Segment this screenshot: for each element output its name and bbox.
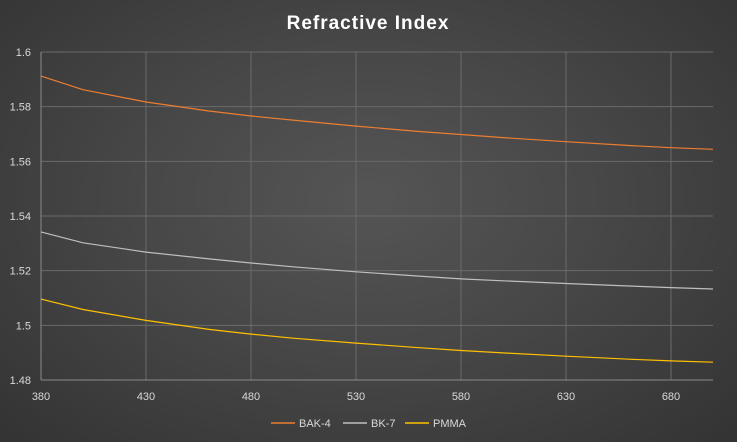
- grid: [41, 51, 713, 380]
- x-tick-label: 680: [662, 391, 680, 403]
- x-tick-label: 580: [452, 391, 470, 403]
- series-line-bak-4: [40, 75, 714, 150]
- legend-label-bk-7: BK-7: [371, 418, 395, 430]
- x-tick-label: 380: [32, 391, 50, 403]
- series-lines: [40, 75, 714, 363]
- y-tick-label: 1.5: [16, 320, 31, 332]
- y-tick-label: 1.6: [16, 47, 31, 59]
- y-tick-label: 1.56: [10, 156, 31, 168]
- y-tick-label: 1.48: [10, 375, 31, 387]
- legend: BAK-4 BK-7 PMMA: [271, 418, 467, 430]
- legend-label-pmma: PMMA: [433, 418, 467, 430]
- x-tick-label: 630: [557, 391, 575, 403]
- series-line-pmma: [40, 298, 714, 363]
- x-tick-label: 530: [347, 391, 365, 403]
- y-tick-label: 1.58: [10, 102, 31, 114]
- legend-label-bak-4: BAK-4: [299, 418, 331, 430]
- x-tick-label: 480: [242, 391, 260, 403]
- x-tick-label: 430: [137, 391, 155, 403]
- y-tick-label: 1.54: [10, 211, 31, 223]
- y-tick-label: 1.52: [10, 266, 31, 278]
- series-line-bk-7: [40, 231, 714, 290]
- axes: 1.48 1.5 1.52 1.54 1.56 1.58 1.6 380 430 480 530 58…: [10, 47, 713, 403]
- chart-title: Refractive Index: [287, 13, 450, 34]
